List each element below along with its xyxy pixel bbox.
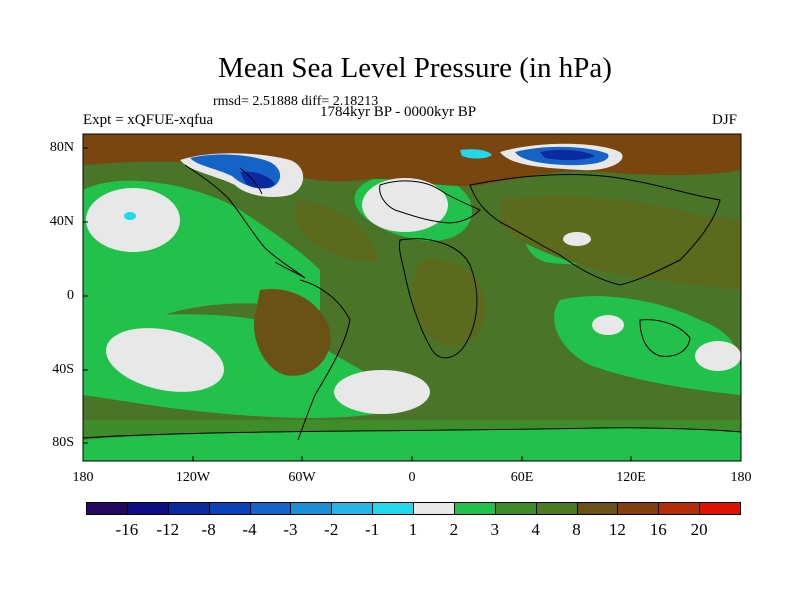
- colorbar-swatch: [249, 502, 292, 515]
- colorbar-swatch: [699, 502, 741, 515]
- colorbar-label: 3: [490, 520, 500, 539]
- colorbar-swatch: [208, 502, 251, 515]
- colorbar-label: -8: [201, 520, 216, 539]
- experiment-label: Expt = xQFUE-xqfua: [83, 112, 214, 128]
- colorbar-label: -1: [365, 520, 380, 539]
- patch-asia-white: [563, 232, 591, 246]
- colorbar-swatch: [86, 502, 128, 515]
- patch-europe-white: [362, 178, 448, 232]
- patch-north-pacific-white: [86, 188, 180, 252]
- field-antarctic-green: [83, 427, 741, 461]
- field-asia-olive: [500, 195, 741, 290]
- colorbar-swatch: [331, 502, 374, 515]
- x-tick-120w: 120W: [175, 470, 211, 485]
- colorbar-label: -2: [324, 520, 339, 539]
- colorbar-label: -12: [156, 520, 180, 539]
- x-tick-180e: 180: [730, 470, 752, 485]
- map-field: [83, 134, 741, 461]
- colorbar-swatch: [290, 502, 333, 515]
- colorbar-swatch: [535, 502, 578, 515]
- colorbar-swatch: [494, 502, 537, 515]
- colorbar-swatch: [413, 502, 455, 515]
- x-tick-60w: 60W: [288, 470, 316, 485]
- patch-south-pacific-white: [105, 328, 225, 392]
- field-south-america-brown: [254, 289, 331, 376]
- colorbar-swatch: [617, 502, 660, 515]
- y-tick-80n: 80N: [49, 140, 74, 155]
- chart-title: Mean Sea Level Pressure (in hPa): [218, 52, 612, 84]
- colorbar-swatch: [453, 502, 496, 515]
- colorbar-swatch: [658, 502, 701, 515]
- colorbar-swatch: [576, 502, 619, 515]
- patch-north-pacific-cyan: [124, 212, 136, 220]
- colorbar-swatch: [372, 502, 414, 515]
- x-tick-120e: 120E: [616, 470, 646, 485]
- colorbar-label: 20: [690, 520, 708, 539]
- colorbar-label: -3: [283, 520, 298, 539]
- colorbar-label: 8: [572, 520, 581, 539]
- colorbar-label: 4: [531, 520, 540, 539]
- colorbar-label: 16: [649, 520, 667, 539]
- colorbar-label: -4: [242, 520, 257, 539]
- colorbar-swatch: [167, 502, 210, 515]
- x-tick-0: 0: [408, 470, 416, 485]
- axis-ticks: [83, 147, 632, 461]
- patch-indian-white: [592, 315, 624, 335]
- patch-tasman-white: [695, 341, 741, 371]
- patch-south-atlantic-white: [334, 370, 430, 414]
- patch-siberia-darkblue: [540, 149, 595, 161]
- colorbar-swatch: [126, 502, 169, 515]
- colorbar-label: 2: [449, 520, 459, 539]
- y-tick-40s: 40S: [52, 362, 74, 377]
- y-tick-40n: 40N: [49, 214, 74, 229]
- colorbar-label: -16: [115, 520, 139, 539]
- field-atlantic-olive: [294, 200, 380, 262]
- coastlines: [83, 164, 741, 441]
- season-label: DJF: [712, 112, 738, 128]
- field-africa-olive: [411, 259, 486, 346]
- period-label: 1784kyr BP - 0000kyr BP: [320, 104, 477, 120]
- y-tick-0: 0: [67, 288, 74, 303]
- colorbar-label: 12: [608, 520, 626, 539]
- rmsd-diff-stats: rmsd= 2.51888 diff= 2.18213: [213, 94, 379, 109]
- y-tick-80s: 80S: [52, 435, 74, 450]
- patch-scandinavia-cyan: [460, 149, 492, 159]
- x-tick-180w: 180: [72, 470, 94, 485]
- colorbar-label: 1: [408, 520, 418, 539]
- x-tick-60e: 60E: [510, 470, 534, 485]
